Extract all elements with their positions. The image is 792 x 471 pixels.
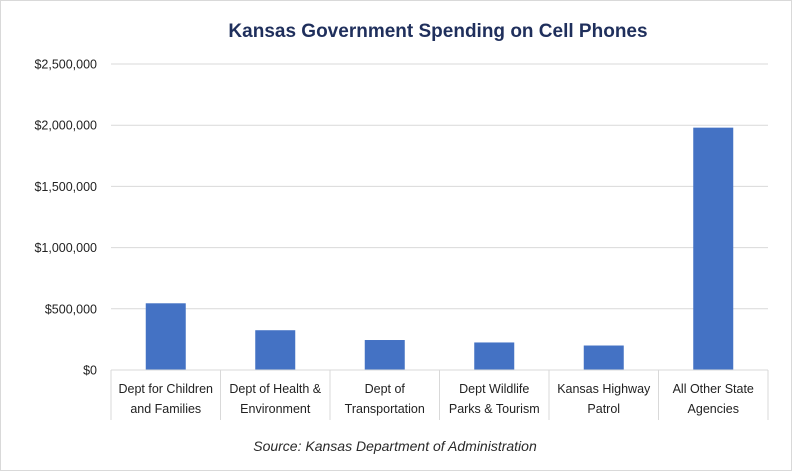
bars — [145, 127, 734, 370]
x-category-label: Dept for Children — [119, 382, 214, 396]
x-category-label: All Other State — [673, 382, 754, 396]
y-tick-label: $1,000,000 — [34, 241, 97, 255]
source-note: Source: Kansas Department of Administrat… — [253, 438, 537, 454]
bar — [474, 342, 515, 370]
x-category-label: Patrol — [587, 402, 620, 416]
x-category-label: Dept of — [365, 382, 406, 396]
bar — [364, 340, 405, 370]
x-axis-separators — [110, 370, 769, 420]
y-tick-label: $2,000,000 — [34, 119, 97, 133]
category-labels: Dept for Children and Families Dept of Hea… — [119, 382, 754, 416]
x-category-label: Transportation — [345, 402, 425, 416]
y-tick-label: $2,500,000 — [34, 58, 97, 72]
bar — [693, 127, 734, 370]
x-category-label: Environment — [240, 402, 311, 416]
x-category-label: Kansas Highway — [557, 382, 651, 396]
y-axis-ticks: $0 $500,000 $1,000,000 $1,500,000 $2,000,000… — [34, 58, 97, 378]
bar — [583, 345, 624, 370]
x-category-label: Dept Wildlife — [459, 382, 529, 396]
x-category-label: and Families — [130, 402, 201, 416]
gridlines — [111, 63, 768, 310]
x-category-label: Agencies — [688, 402, 739, 416]
x-category-label: Dept of Health & — [229, 382, 321, 396]
x-category-label: Parks & Tourism — [449, 402, 540, 416]
bar — [145, 303, 186, 370]
y-tick-label: $0 — [83, 364, 97, 378]
chart-title: Kansas Government Spending on Cell Phone… — [228, 21, 647, 42]
bar — [255, 330, 296, 370]
y-tick-label: $1,500,000 — [34, 180, 97, 194]
y-tick-label: $500,000 — [45, 302, 97, 316]
